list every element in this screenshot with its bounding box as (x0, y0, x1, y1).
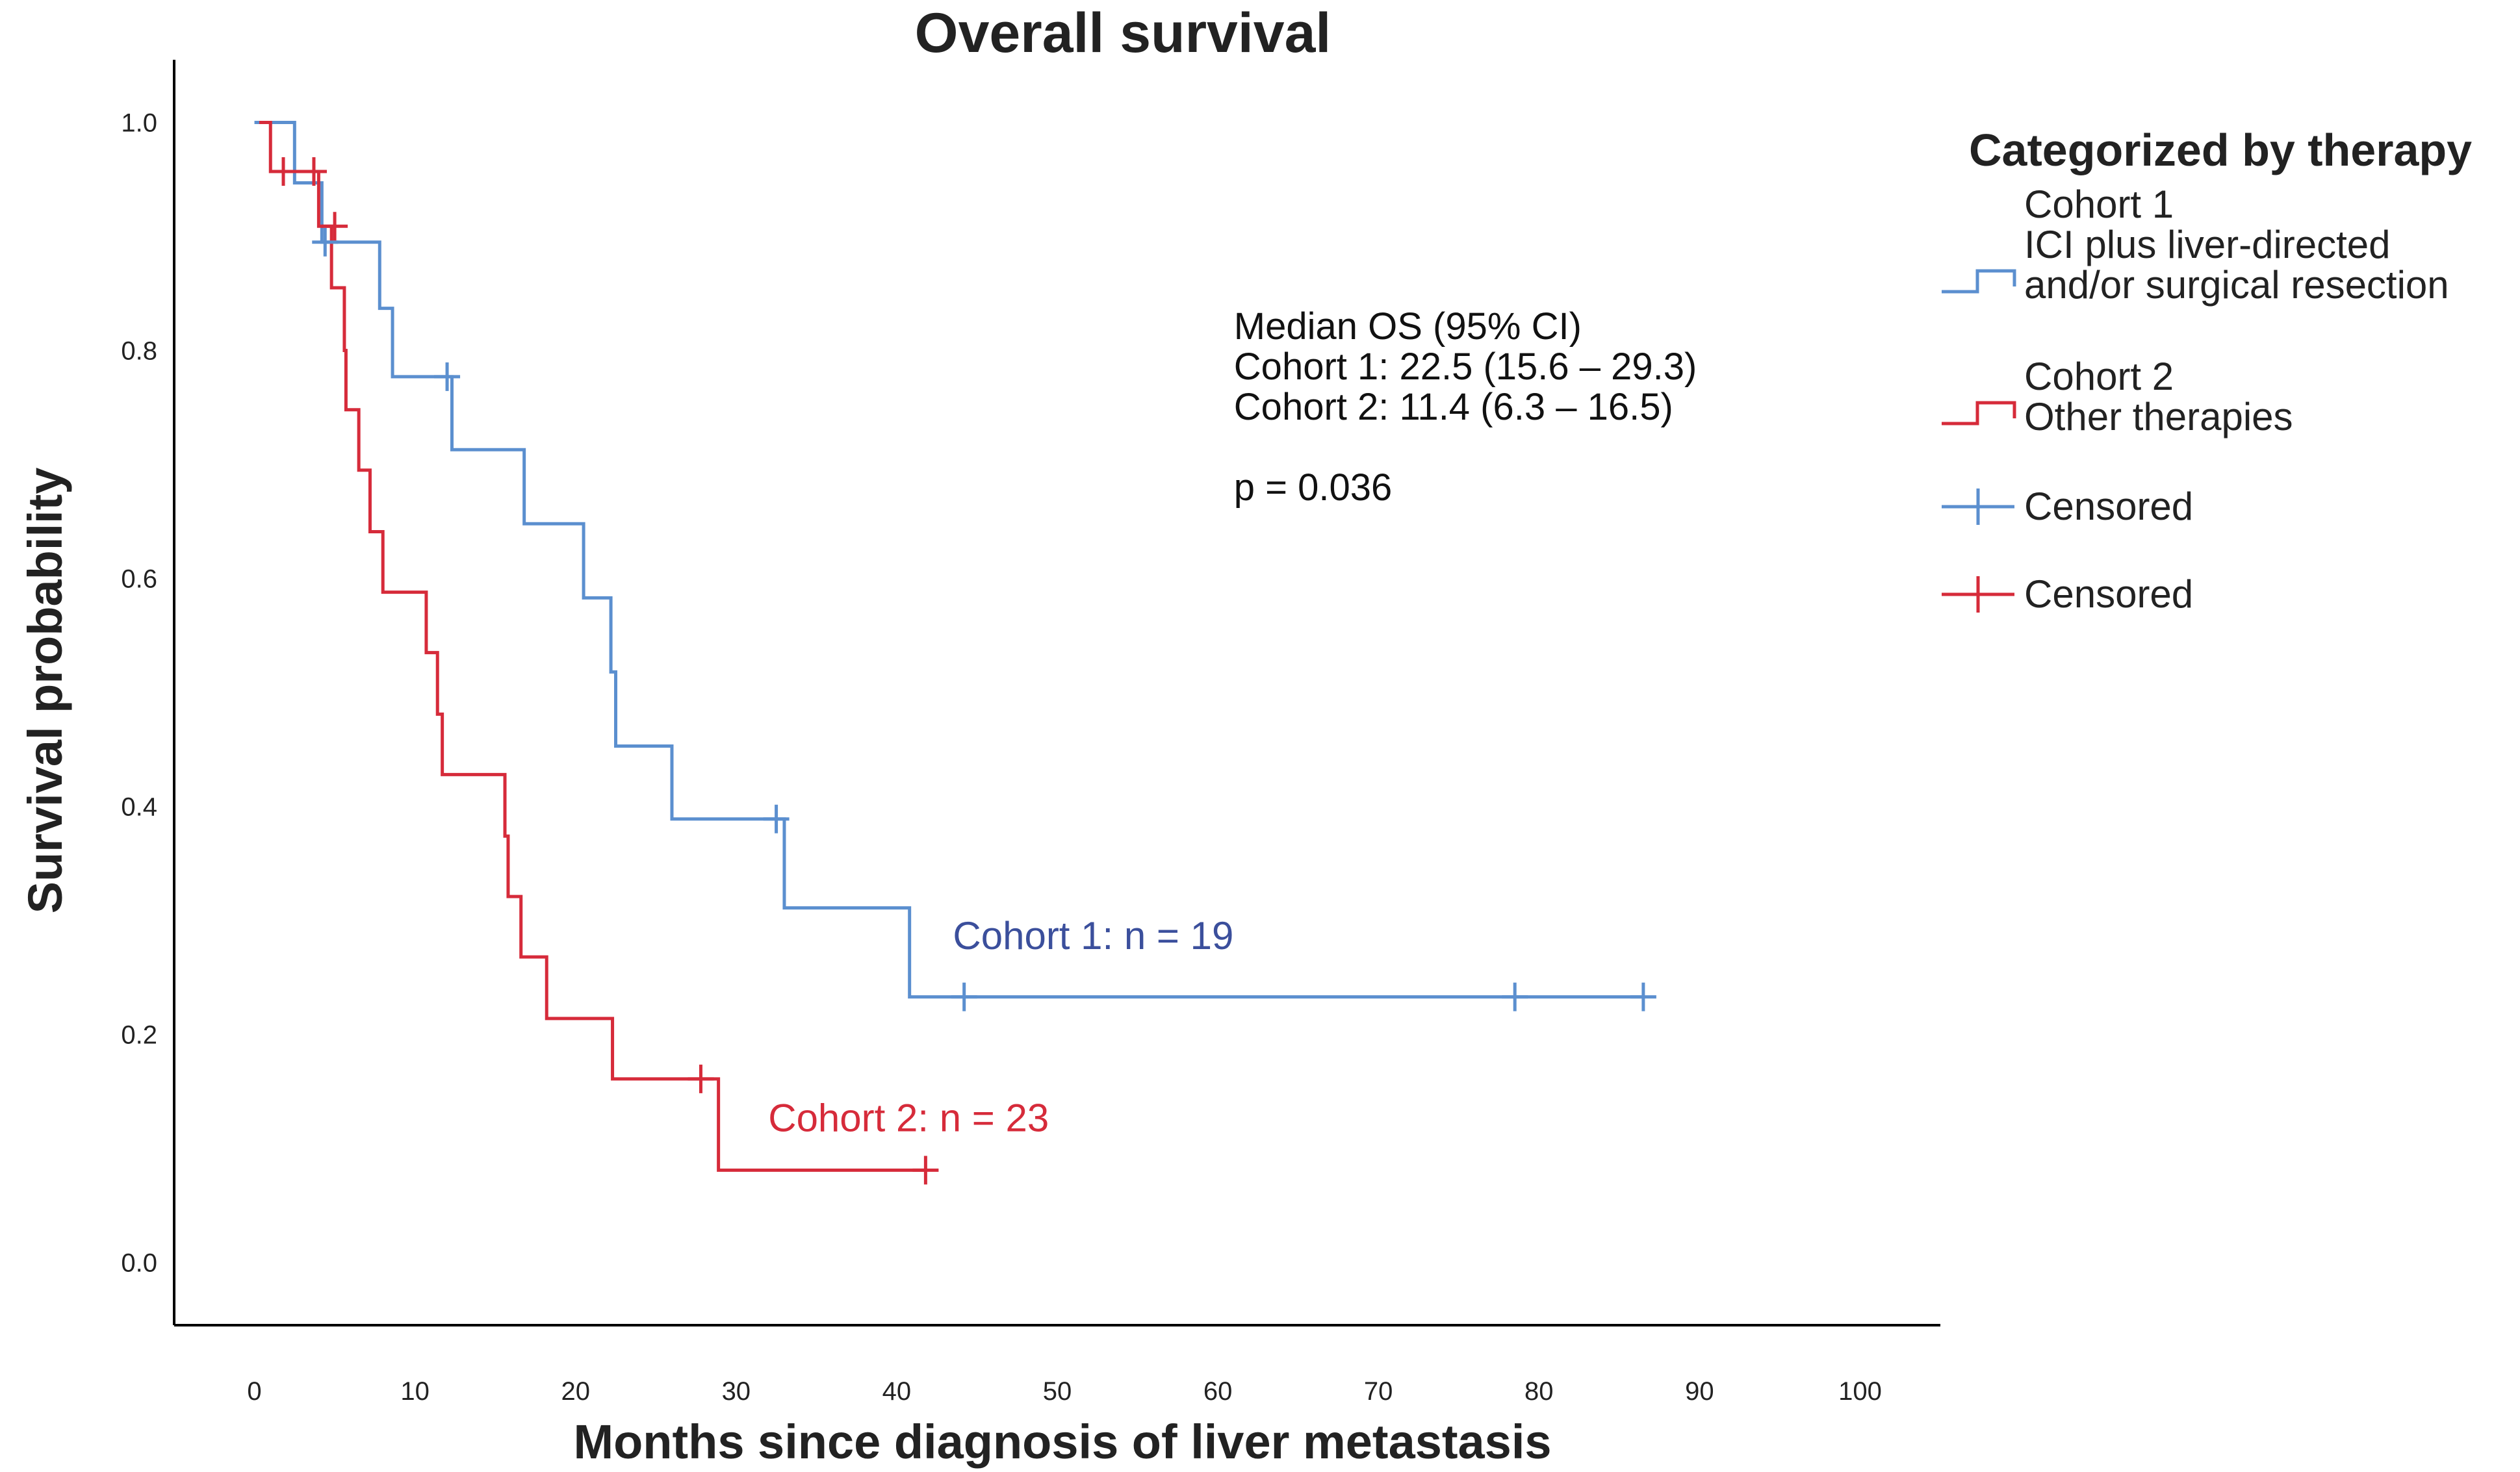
cohort-n-labels: Cohort 1: n = 19 Cohort 2: n = 23 (768, 914, 1233, 1140)
legend-entry-label: Censored (2024, 485, 2193, 528)
legend-entry-label: Other therapies (2024, 395, 2293, 438)
legend-entry-3: Censored (1942, 485, 2193, 528)
y-tick-label: 0.6 (121, 565, 157, 594)
censor-mark-cohort-1 (951, 982, 977, 1011)
censor-mark-cohort-2 (322, 212, 348, 241)
legend-entry-label: ICI plus liver-directed (2024, 223, 2391, 266)
n-label-cohort-2: Cohort 2: n = 23 (768, 1097, 1049, 1140)
plot-area: 0 10 20 30 40 50 60 70 80 90 100 0.0 0.2 0.4 0.6 0.8 1.… (121, 60, 1940, 1406)
y-axis-ticks: 0.0 0.2 0.4 0.6 0.8 1.0 (121, 109, 157, 1278)
censor-mark-cohort-2 (300, 157, 327, 186)
x-axis-title: Months since diagnosis of liver metastas… (573, 1415, 1551, 1469)
legend-entry-label: Cohort 2 (2024, 355, 2174, 398)
annotation-line: Cohort 2: 11.4 (6.3 – 16.5) (1234, 386, 1673, 428)
legend-entry-4: Censored (1942, 572, 2193, 616)
y-tick-label: 1.0 (121, 109, 157, 138)
censor-mark-cohort-1 (763, 804, 790, 833)
censor-mark-cohort-2 (688, 1064, 714, 1093)
legend-entry-label: Censored (2024, 572, 2193, 616)
censor-mark-cohort-2 (270, 157, 297, 186)
censor-mark-cohort-1 (312, 227, 339, 257)
legend-step-swatch (1942, 401, 2016, 425)
x-tick-label: 10 (400, 1377, 430, 1406)
y-axis-title: Survival probability (18, 468, 72, 914)
censor-mark-cohort-1 (434, 362, 461, 391)
x-tick-label: 50 (1043, 1377, 1072, 1406)
x-tick-label: 20 (561, 1377, 590, 1406)
annotation-line: Median OS (95% CI) (1234, 305, 1582, 348)
series-layer (254, 121, 1643, 1172)
legend-entry-label: and/or surgical resection (2024, 263, 2449, 307)
y-tick-label: 0.2 (121, 1021, 157, 1049)
x-tick-label: 30 (722, 1377, 751, 1406)
legend-censor-swatch (1942, 576, 2014, 613)
survival-curve-cohort-1 (254, 121, 1643, 999)
x-axis-ticks: 0 10 20 30 40 50 60 70 80 90 100 (247, 1377, 1881, 1406)
median-os-annotation: Median OS (95% CI)Cohort 1: 22.5 (15.6 –… (1234, 305, 1697, 509)
n-label-cohort-1: Cohort 1: n = 19 (953, 914, 1233, 958)
y-tick-label: 0.8 (121, 337, 157, 366)
x-tick-label: 70 (1364, 1377, 1393, 1406)
censor-layer (270, 157, 1656, 1185)
chart-title: Overall survival (915, 2, 1331, 64)
y-tick-label: 0.0 (121, 1249, 157, 1277)
x-tick-label: 90 (1685, 1377, 1714, 1406)
legend-entry-label: Cohort 1 (2024, 183, 2174, 226)
x-tick-label: 40 (882, 1377, 912, 1406)
y-tick-label: 0.4 (121, 793, 157, 821)
x-tick-label: 60 (1203, 1377, 1233, 1406)
censor-mark-cohort-1 (1502, 982, 1528, 1011)
censor-mark-cohort-1 (1630, 982, 1656, 1011)
annotation-line: Cohort 1: 22.5 (15.6 – 29.3) (1234, 346, 1697, 388)
x-tick-label: 0 (247, 1377, 261, 1406)
x-tick-label: 80 (1524, 1377, 1554, 1406)
annotation-line: p = 0.036 (1234, 466, 1393, 509)
legend-censor-swatch (1942, 489, 2014, 525)
legend-step-swatch (1942, 269, 2016, 294)
censor-mark-cohort-2 (912, 1156, 939, 1185)
x-tick-label: 100 (1838, 1377, 1882, 1406)
survival-curve-cohort-2 (259, 121, 926, 1172)
legend-title: Categorized by therapy (1969, 125, 2472, 175)
